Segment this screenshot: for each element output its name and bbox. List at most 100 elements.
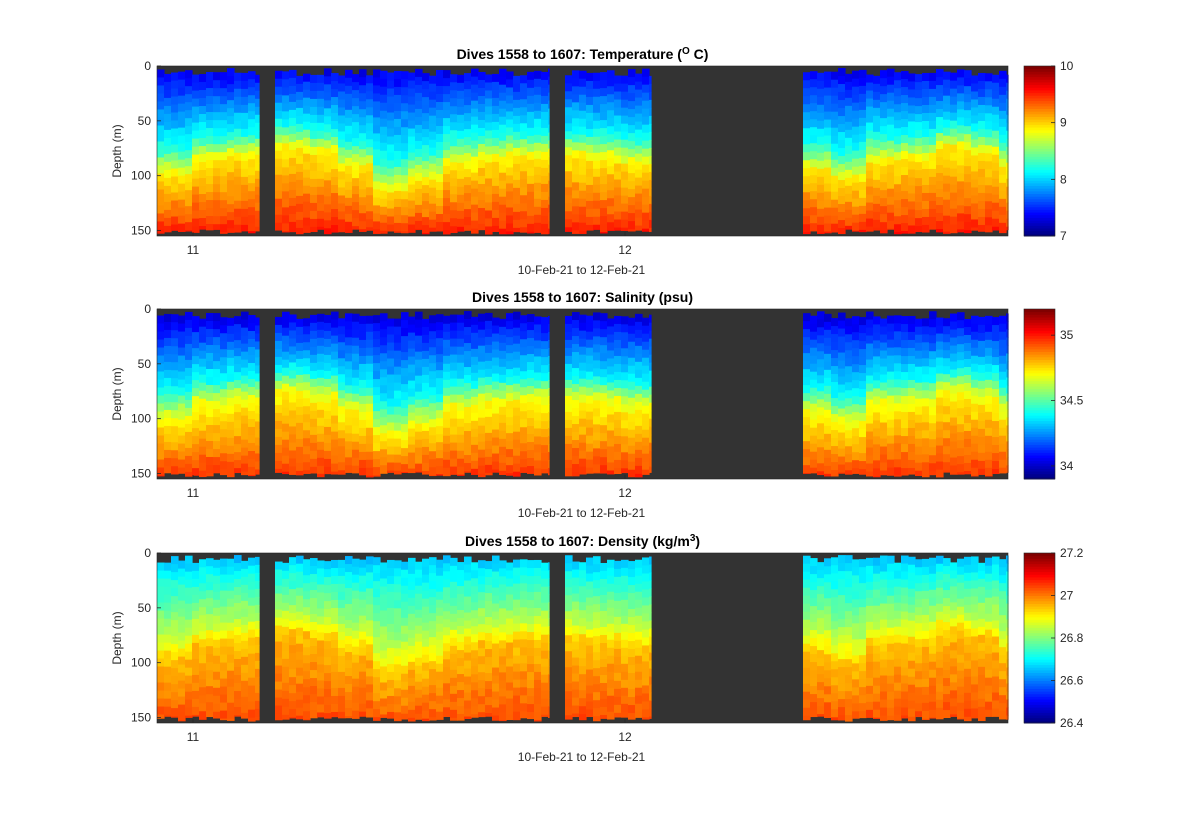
data-cell (845, 462, 853, 471)
data-cell (401, 191, 409, 200)
colorbar-step (1024, 476, 1055, 480)
data-cell (275, 593, 283, 603)
data-cell (810, 223, 818, 232)
data-cell (1006, 146, 1009, 156)
data-cell (303, 398, 311, 407)
data-cell (464, 201, 472, 210)
data-cell (579, 78, 587, 88)
data-cell (422, 654, 430, 664)
data-cell (1006, 226, 1009, 231)
data-cell (957, 93, 965, 102)
data-cell (628, 149, 636, 158)
data-cell (971, 395, 979, 405)
data-cell (817, 343, 825, 352)
data-cell (227, 678, 235, 688)
data-cell (317, 680, 325, 690)
data-cell (408, 436, 416, 446)
data-cell (901, 183, 909, 192)
data-cell (199, 154, 207, 163)
data-cell (964, 430, 972, 440)
data-cell (213, 136, 221, 145)
data-cell (803, 449, 811, 458)
data-cell (345, 425, 353, 434)
data-cell (345, 197, 353, 207)
data-cell (499, 164, 507, 174)
data-cell (373, 371, 381, 380)
data-cell (824, 119, 832, 129)
data-cell (803, 120, 811, 129)
data-cell (331, 391, 339, 401)
data-cell (373, 637, 381, 646)
data-cell (859, 101, 867, 111)
data-cell (345, 321, 353, 330)
data-cell (880, 398, 888, 408)
data-cell (614, 355, 622, 365)
data-cell (593, 176, 601, 186)
data-cell (593, 152, 601, 162)
data-cell (964, 438, 972, 448)
data-cell (992, 202, 1000, 212)
data-cell (915, 446, 923, 456)
data-cell (401, 593, 409, 603)
data-cell (548, 212, 550, 222)
data-cell (185, 715, 193, 718)
data-cell (992, 333, 1000, 342)
data-cell (936, 133, 944, 142)
data-cell (220, 365, 228, 374)
data-cell (593, 384, 601, 393)
data-cell (422, 73, 430, 82)
data-cell (192, 380, 200, 389)
data-cell (248, 223, 256, 232)
data-cell (352, 202, 360, 211)
data-cell (506, 159, 514, 169)
data-cell (649, 354, 652, 364)
data-cell (289, 426, 297, 436)
data-cell (628, 93, 636, 102)
data-cell (248, 474, 256, 477)
data-cell (178, 223, 186, 232)
data-cell (600, 160, 608, 169)
data-cell (586, 88, 594, 98)
data-cell (852, 94, 860, 104)
data-cell (499, 196, 507, 206)
data-cell (289, 314, 297, 324)
data-cell (499, 132, 507, 142)
data-cell (317, 162, 325, 172)
data-cell (408, 200, 416, 210)
data-cell (506, 473, 514, 476)
data-cell (199, 210, 207, 219)
data-cell (845, 217, 853, 227)
data-cell (950, 96, 958, 106)
data-cell (579, 70, 587, 80)
data-cell (492, 129, 500, 139)
data-cell (908, 435, 916, 445)
data-cell (241, 656, 249, 666)
data-cell (520, 131, 528, 140)
colorbar-step (1024, 209, 1055, 213)
data-cell (352, 662, 360, 672)
data-cell (866, 463, 874, 473)
data-cell (380, 674, 388, 684)
data-cell (255, 413, 260, 423)
data-cell (185, 391, 193, 401)
data-cell (324, 76, 332, 85)
data-cell (464, 383, 472, 392)
data-cell (499, 172, 507, 182)
data-cell (387, 679, 395, 689)
data-cell (352, 417, 360, 427)
data-cell (394, 142, 402, 152)
data-cell (241, 192, 249, 202)
data-cell (255, 588, 260, 598)
data-cell (607, 430, 615, 440)
data-cell (929, 184, 937, 194)
data-cell (859, 77, 867, 87)
data-cell (387, 200, 395, 210)
data-cell (373, 173, 381, 183)
data-cell (429, 195, 437, 205)
data-cell (635, 393, 643, 403)
data-cell (1006, 401, 1009, 411)
data-cell (241, 359, 249, 369)
data-cell (621, 404, 629, 413)
data-cell (157, 698, 165, 708)
data-cell (331, 415, 339, 425)
